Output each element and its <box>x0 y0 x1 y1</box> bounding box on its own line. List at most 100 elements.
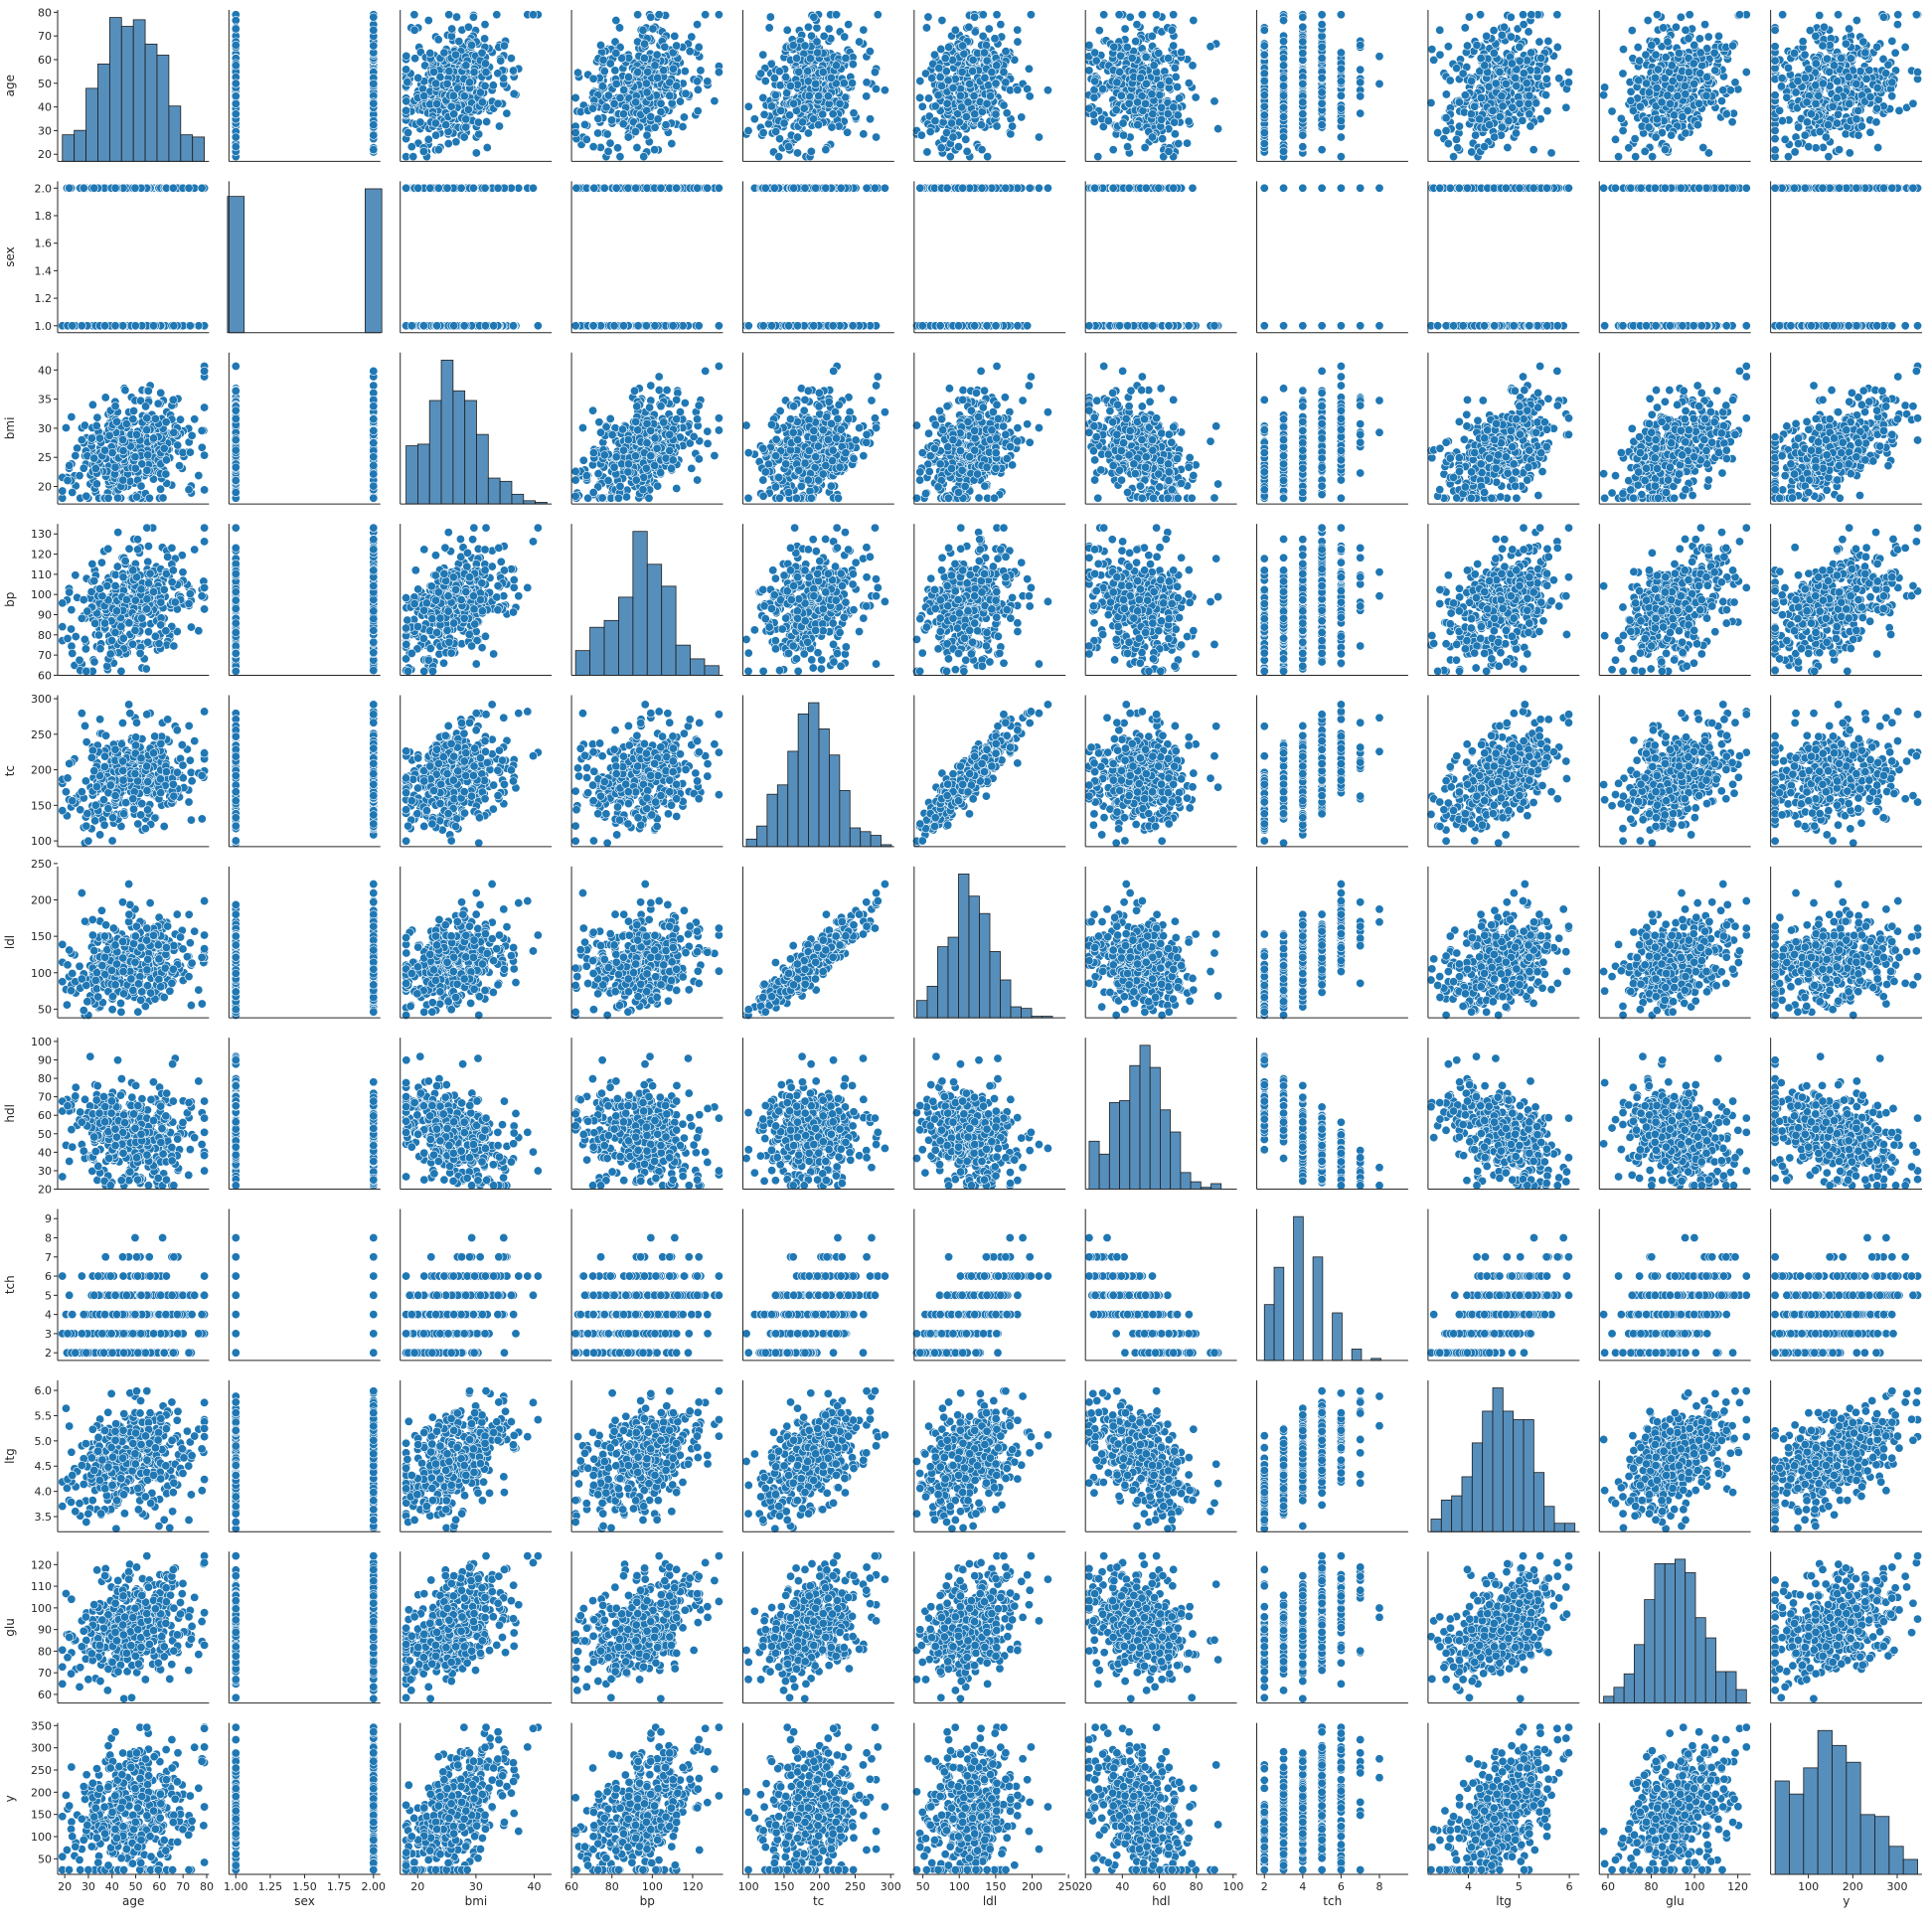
scatter-point <box>440 49 448 57</box>
scatter-point <box>500 42 508 50</box>
scatter-point <box>662 120 670 128</box>
scatter-point <box>604 147 612 155</box>
histogram-bar <box>97 64 109 161</box>
scatter-point <box>407 142 415 150</box>
scatter-point <box>431 80 439 87</box>
scatter-point <box>503 109 511 117</box>
y-tick-label: 60 <box>38 54 52 67</box>
scatter-point <box>434 36 442 44</box>
scatter-point <box>452 13 460 21</box>
scatter-point <box>612 16 620 24</box>
scatter-point <box>606 60 614 68</box>
scatter-point <box>465 79 473 86</box>
scatter-point <box>744 126 752 134</box>
scatter-point <box>402 52 410 60</box>
scatter-point <box>431 119 439 127</box>
scatter-point <box>681 67 689 75</box>
scatter-point <box>640 54 648 62</box>
y-tick-label: 20 <box>38 148 52 161</box>
scatter-point <box>431 131 439 139</box>
scatter-point <box>657 99 665 107</box>
scatter-point <box>848 79 856 86</box>
scatter-point <box>607 116 615 124</box>
scatter-point <box>403 78 411 85</box>
scatter-point <box>576 107 584 115</box>
scatter-point <box>653 51 661 59</box>
scatter-point <box>588 104 596 112</box>
scatter-point <box>860 130 868 138</box>
scatter-point <box>676 97 684 105</box>
histogram-bar <box>181 135 193 162</box>
scatter-point <box>571 93 579 101</box>
scatter-point <box>232 92 240 100</box>
scatter-point <box>455 37 463 45</box>
scatter-point <box>462 115 470 123</box>
panel-age-vs-bp <box>571 10 724 161</box>
scatter-point <box>701 11 709 19</box>
y-axis-label: age <box>3 75 17 96</box>
panel-age-vs-bmi <box>401 10 552 161</box>
scatter-point <box>571 128 579 136</box>
scatter-point <box>804 129 812 137</box>
panel-age-vs-sex <box>229 10 380 161</box>
scatter-point <box>475 130 483 138</box>
scatter-point <box>424 16 432 24</box>
scatter-point <box>764 120 772 128</box>
scatter-point <box>481 20 489 28</box>
scatter-point <box>441 120 449 128</box>
scatter-point <box>470 68 478 76</box>
scatter-point <box>447 102 455 110</box>
scatter-point <box>596 41 604 49</box>
scatter-point <box>610 99 618 107</box>
scatter-point <box>673 81 681 89</box>
scatter-point <box>449 110 457 118</box>
scatter-point <box>766 13 774 21</box>
scatter-point <box>370 120 378 128</box>
scatter-point <box>643 131 651 139</box>
histogram-bar <box>63 135 75 162</box>
scatter-point <box>481 60 489 68</box>
scatter-point <box>804 23 812 31</box>
scatter-point <box>634 68 642 76</box>
panel-age-vs-tc <box>742 10 894 161</box>
scatter-point <box>232 133 240 141</box>
scatter-point <box>650 145 658 153</box>
scatter-point <box>711 96 719 104</box>
panel-age-vs-age: 20304050607080age <box>3 6 209 161</box>
scatter-point <box>715 11 723 19</box>
scatter-point <box>849 60 857 68</box>
scatter-point <box>416 118 424 126</box>
scatter-point <box>232 142 240 150</box>
scatter-point <box>594 114 602 122</box>
scatter-point <box>624 73 632 80</box>
histogram-bar <box>169 106 181 162</box>
scatter-point <box>604 91 612 99</box>
scatter-point <box>580 120 588 128</box>
scatter-point <box>633 11 641 19</box>
scatter-point <box>419 147 427 155</box>
scatter-point <box>693 20 701 28</box>
scatter-point <box>649 25 657 33</box>
histogram-bar <box>75 130 86 161</box>
scatter-point <box>410 11 418 19</box>
histogram-bar <box>121 27 133 162</box>
scatter-point <box>432 99 440 107</box>
scatter-point <box>510 89 518 97</box>
scatter-point <box>655 11 663 19</box>
scatter-point <box>820 32 828 40</box>
scatter-point <box>680 113 688 121</box>
y-tick-label: 40 <box>38 101 52 114</box>
scatter-point <box>482 68 490 76</box>
histogram-bar <box>193 137 205 161</box>
histogram-bar <box>145 44 157 161</box>
scatter-point <box>644 68 652 76</box>
scatter-point <box>612 80 620 87</box>
scatter-point <box>464 105 472 113</box>
scatter-point <box>478 98 486 106</box>
scatter-point <box>481 81 489 89</box>
scatter-point <box>619 110 627 118</box>
scatter-point <box>232 62 240 70</box>
scatter-point <box>472 149 480 157</box>
scatter-point <box>813 38 821 46</box>
scatter-point <box>370 13 378 21</box>
